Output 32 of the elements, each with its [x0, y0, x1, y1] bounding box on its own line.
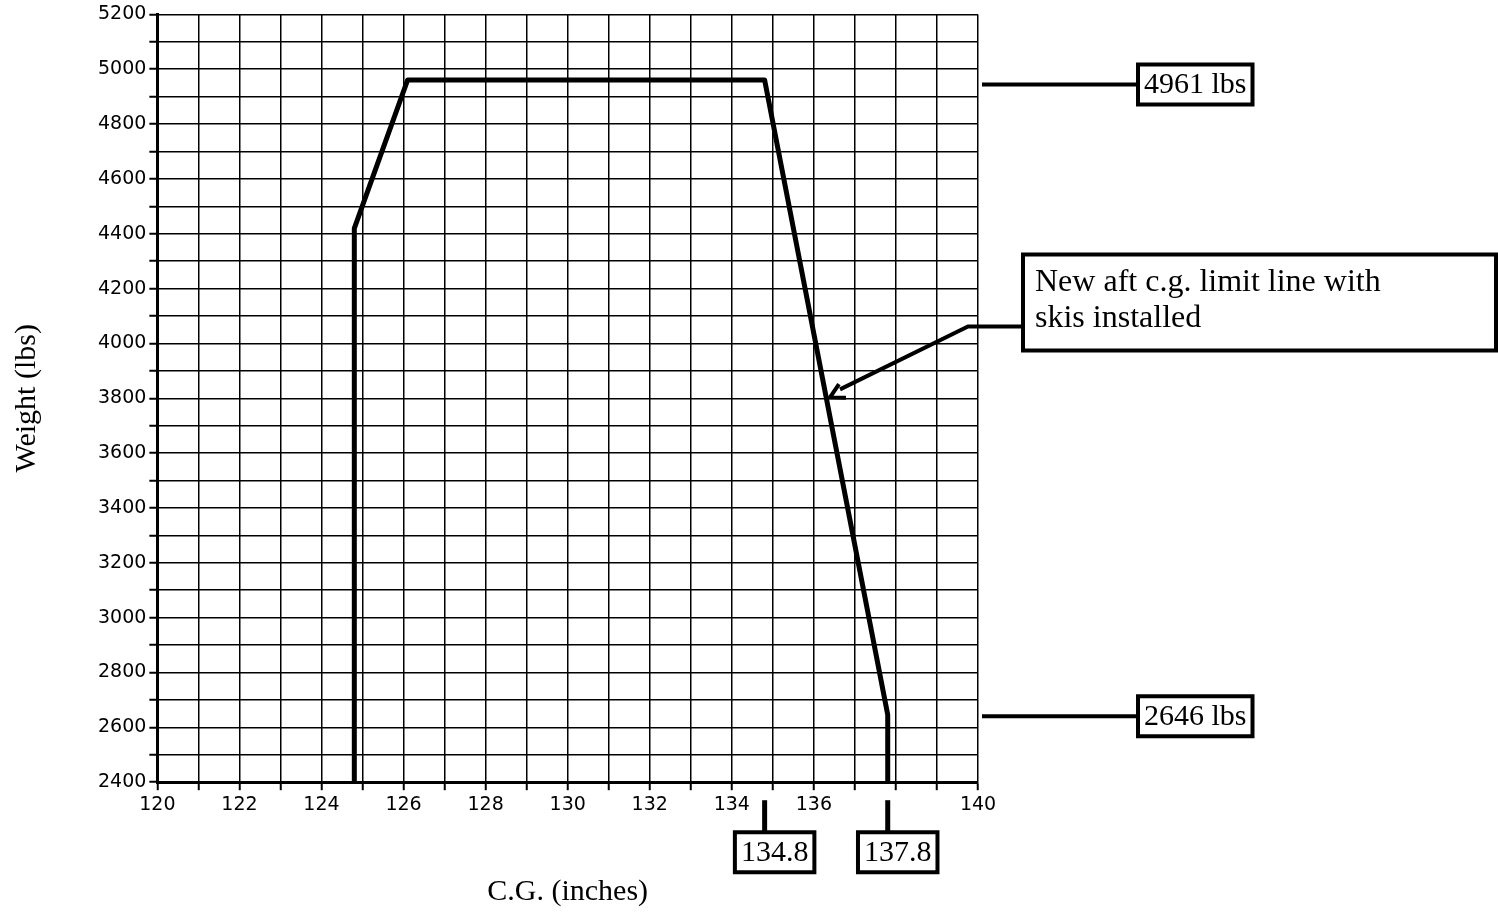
x-tick-label: 128 [467, 791, 504, 814]
x-tick-label: 120 [139, 791, 176, 814]
x-tick-label: 122 [221, 791, 258, 814]
y-tick-label: 4000 [97, 330, 147, 353]
x-axis-title: C.G. (inches) [487, 872, 649, 907]
y-axis-title: Weight (lbs) [7, 324, 42, 473]
text: New aft c.g. limit line with skis installed [1035, 261, 1381, 334]
x-tick-label: 130 [549, 791, 586, 814]
x-tick-label: 134 [713, 791, 750, 814]
y-tick-label: 2600 [97, 714, 147, 737]
y-tick-label: 4200 [97, 275, 147, 298]
y-tick-label: 2400 [97, 769, 147, 792]
annotation: 137.8 [863, 834, 932, 868]
x-tick-label: 140 [959, 791, 997, 814]
y-tick-label: 3200 [97, 549, 147, 572]
text: 2646 lbs [1144, 698, 1247, 732]
y-tick-label: 3800 [97, 385, 147, 408]
y-tick-label: 3400 [97, 494, 147, 517]
y-tick-label: 3000 [97, 604, 147, 627]
text: 4961 lbs [1144, 66, 1247, 100]
x-tick-label: 132 [631, 791, 668, 814]
y-tick-label: 2800 [97, 659, 147, 682]
x-tick-label: 124 [303, 791, 340, 814]
y-tick-label: 5200 [97, 1, 147, 24]
y-tick-label: 5000 [97, 56, 147, 79]
y-tick-label: 3600 [97, 440, 147, 463]
y-tick-label: 4400 [97, 220, 147, 243]
annotation: 134.8 [740, 834, 809, 868]
y-tick-label: 4800 [97, 111, 147, 134]
x-tick-label: 126 [385, 791, 422, 814]
x-tick-label: 136 [795, 791, 832, 814]
y-tick-label: 4600 [97, 165, 147, 188]
